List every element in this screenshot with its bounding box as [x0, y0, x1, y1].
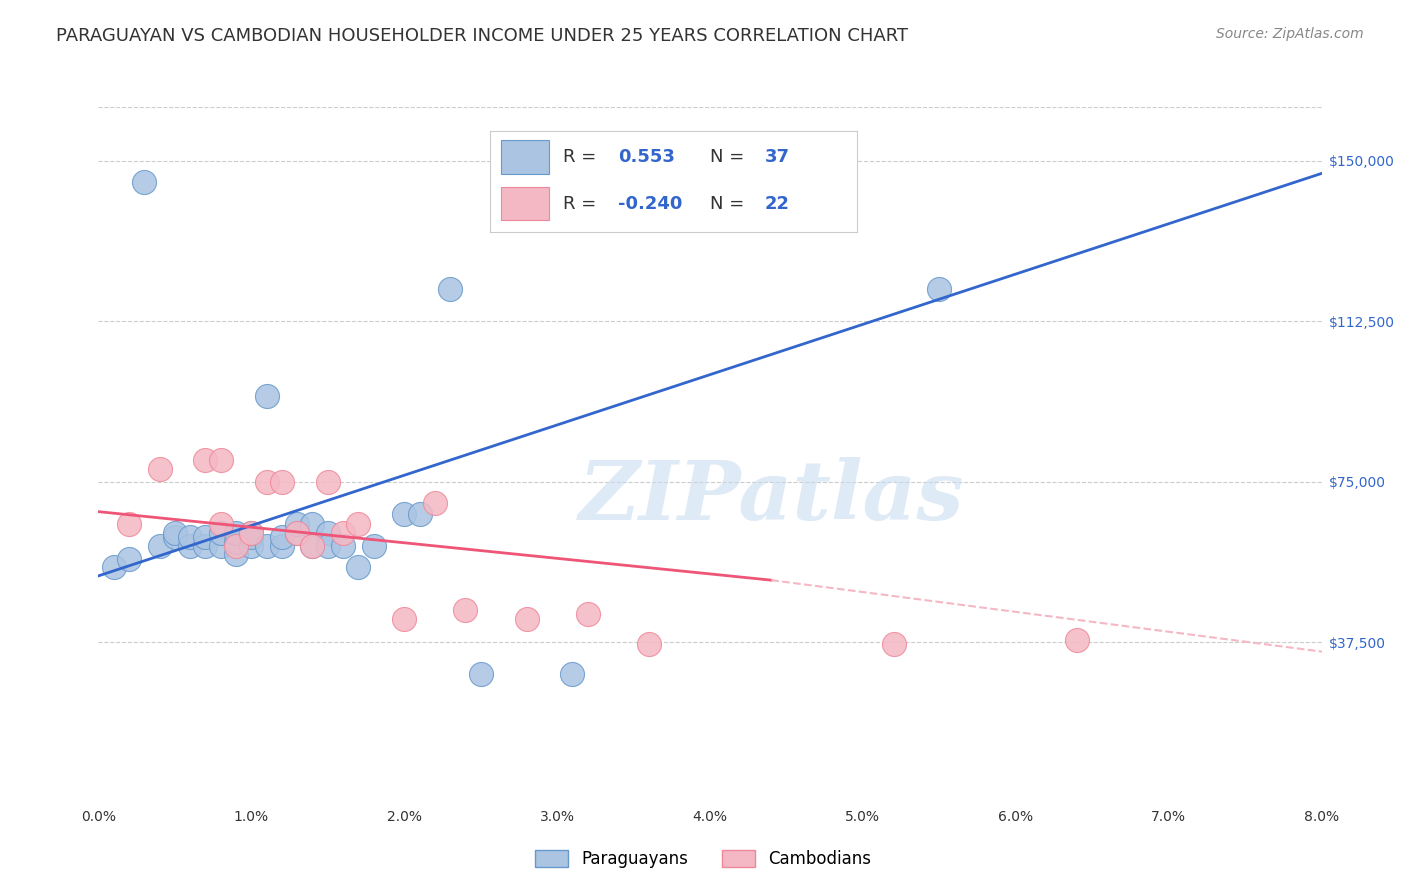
Point [163, 526, 186, 541]
Point [270, 475, 294, 489]
Text: -0.240: -0.240 [619, 195, 683, 213]
Point [194, 453, 217, 467]
Text: R =: R = [564, 195, 602, 213]
Bar [501, 140, 548, 174]
Point [561, 667, 583, 681]
Point [392, 507, 416, 521]
Point [439, 282, 461, 296]
Point [209, 517, 232, 532]
Point [240, 530, 263, 544]
Point [209, 539, 232, 553]
Point [240, 526, 263, 541]
Point [285, 517, 308, 532]
Text: R =: R = [564, 147, 602, 166]
Text: Source: ZipAtlas.com: Source: ZipAtlas.com [1216, 27, 1364, 41]
Point [149, 539, 172, 553]
Point [240, 526, 263, 541]
Point [256, 475, 278, 489]
Text: 0.553: 0.553 [619, 147, 675, 166]
Text: 37: 37 [765, 147, 790, 166]
Point [285, 526, 308, 541]
Point [1066, 633, 1088, 648]
Point [149, 462, 172, 476]
Y-axis label: Householder Income Under 25 years: Householder Income Under 25 years [0, 315, 7, 595]
Point [516, 612, 538, 626]
Point [423, 496, 446, 510]
Bar [501, 187, 548, 220]
Point [118, 551, 141, 566]
Point [470, 667, 492, 681]
Point [194, 539, 217, 553]
Point [928, 282, 950, 296]
Point [576, 607, 599, 622]
Point [301, 517, 323, 532]
Point [209, 453, 232, 467]
Point [225, 548, 247, 562]
Point [256, 389, 278, 403]
Point [240, 539, 263, 553]
Point [225, 526, 247, 541]
Point [225, 539, 247, 553]
Point [332, 526, 354, 541]
Point [637, 637, 661, 651]
Point [347, 560, 370, 574]
Point [454, 603, 477, 617]
Point [209, 526, 232, 541]
Point [270, 530, 294, 544]
Text: 22: 22 [765, 195, 790, 213]
Point [316, 526, 339, 541]
Point [270, 539, 294, 553]
Text: PARAGUAYAN VS CAMBODIAN HOUSEHOLDER INCOME UNDER 25 YEARS CORRELATION CHART: PARAGUAYAN VS CAMBODIAN HOUSEHOLDER INCO… [56, 27, 908, 45]
Point [332, 539, 354, 553]
Point [363, 539, 385, 553]
Point [194, 530, 217, 544]
Point [301, 539, 323, 553]
Point [392, 612, 416, 626]
Point [163, 530, 186, 544]
Point [316, 475, 339, 489]
Point [347, 517, 370, 532]
Point [301, 539, 323, 553]
Text: N =: N = [710, 195, 749, 213]
Point [256, 539, 278, 553]
Point [883, 637, 905, 651]
Point [179, 530, 201, 544]
Point [285, 526, 308, 541]
Point [118, 517, 141, 532]
Point [225, 534, 247, 549]
Point [134, 175, 156, 189]
Legend: Paraguayans, Cambodians: Paraguayans, Cambodians [529, 843, 877, 875]
Text: ZIPatlas: ZIPatlas [578, 457, 965, 537]
Point [103, 560, 125, 574]
Point [316, 539, 339, 553]
Text: N =: N = [710, 147, 749, 166]
Point [408, 507, 430, 521]
Point [179, 539, 201, 553]
